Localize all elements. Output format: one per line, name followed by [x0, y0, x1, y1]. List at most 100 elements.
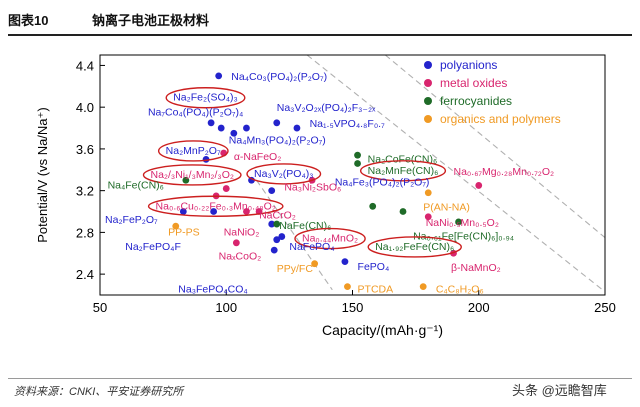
annotation-label: Na₃V₂O₂ₓ(PO₄)₂F₃₋₂ₓ — [277, 102, 376, 114]
annotation-label: Na₂/₃Ni₁/₃Mn₂/₃O₂ — [151, 169, 234, 181]
annotation-label: FePO₄ — [358, 261, 390, 273]
annotation-label: Na₃Ni₂SbO₆ — [284, 181, 341, 193]
highlight-ellipse — [142, 164, 242, 186]
y-tick-label: 3.6 — [76, 142, 94, 157]
x-tick-label: 100 — [215, 300, 237, 315]
annotation-label: Na₇Co₄(PO₄)(P₂O₇)₄ — [148, 106, 243, 118]
guide-line — [384, 54, 606, 239]
annotation-label: Na₃FePO₄CO₄ — [178, 284, 247, 296]
annotation-label: Na₂CoFe(CN)₆ — [368, 153, 438, 165]
data-point — [273, 119, 281, 127]
annotation-label: NaNi₀.₅Mn₀.₅O₂ — [426, 217, 499, 229]
data-point — [341, 258, 349, 266]
legend-label: organics and polymers — [440, 112, 561, 126]
y-tick-label: 4.4 — [76, 58, 94, 73]
annotation-label: Na₄Co₃(PO₄)₂(P₂O₇) — [231, 71, 327, 83]
highlight-ellipse — [157, 140, 229, 162]
annotation-label: Na₀.₆₁Fe[Fe(CN)₆]₀.₉₄ — [413, 231, 514, 243]
x-tick-label: 50 — [93, 300, 107, 315]
figure-title: 钠离子电池正极材料 — [92, 13, 210, 28]
y-tick-label: 4.0 — [76, 100, 94, 115]
annotation-label: Na₁.₅VPO₄.₈F₀.₇ — [310, 118, 386, 130]
header-rule — [8, 34, 632, 36]
annotation-label: NaNiO₂ — [224, 226, 260, 238]
annotation-label: Na₂MnFe(CN)₆ — [368, 165, 439, 177]
data-point — [311, 260, 319, 268]
legend-label: polyanions — [440, 58, 497, 72]
data-point — [424, 189, 432, 197]
y-axis-label: Potential/V (vs Na/Na⁺) — [35, 107, 50, 242]
highlight-ellipse — [147, 195, 284, 217]
data-point — [455, 218, 462, 226]
data-point — [278, 233, 286, 240]
guide-line — [306, 54, 603, 291]
annotation-label: P(AN-NA) — [423, 201, 470, 213]
data-point — [232, 239, 240, 247]
annotation-label: NaCrO₂ — [259, 210, 296, 222]
annotation-label: β-NaMnO₂ — [451, 262, 501, 274]
figure-tag: 图表10 — [8, 13, 49, 28]
x-tick-label: 200 — [468, 300, 490, 315]
annotation-label: Na₃V₂(PO₄)₃ — [254, 168, 314, 180]
annotation-label: Na₀.₆₇Mg₀.₂₈Mn₀.₇₂O₂ — [454, 166, 555, 178]
y-tick-label: 3.2 — [76, 184, 94, 199]
data-point — [207, 119, 215, 127]
annotation-label: PP-PS — [168, 226, 200, 238]
annotation-label: Na₀.₆Cu₀.₂₂Fe₀.₃Mn₀.₄₈O₂ — [156, 200, 276, 212]
data-point — [172, 222, 180, 230]
annotation-label: PTCDA — [358, 284, 394, 296]
annotation-label: NaFe(CN)₆ — [279, 220, 331, 232]
annotation-label: Na₂MnP₂O₇ — [166, 145, 221, 157]
data-point — [419, 283, 427, 291]
scatter-chart: 50 100 150 200 250 2.4 2.8 3.2 3.6 4.0 4.4 Capacity… — [35, 54, 616, 338]
data-point — [344, 283, 351, 291]
data-point — [369, 202, 377, 210]
annotation-label: Na₄Mn₃(PO₄)₂(P₂O₇) — [229, 135, 326, 147]
annotation-label: Na₁.₉₂FeFe(CN)₆ — [375, 241, 454, 253]
x-axis-label: Capacity/(mAh·g⁻¹) — [322, 322, 443, 338]
y-tick-label: 2.4 — [76, 267, 94, 282]
guide-line — [256, 179, 333, 291]
legend-marker — [424, 61, 432, 69]
x-tick-label: 150 — [342, 300, 364, 315]
data-point — [222, 185, 230, 192]
legend-marker — [424, 97, 432, 105]
annotation-label: Na₂Fe₂(SO₄)₃ — [173, 92, 238, 104]
annotation-label: Na₄Fe(CN)₆ — [108, 179, 164, 191]
figure-header: 图表10 钠离子电池正极材料 — [0, 0, 640, 36]
highlight-ellipse — [359, 160, 447, 182]
y-tick-label: 2.8 — [76, 225, 94, 240]
data-point — [293, 124, 301, 132]
data-point — [230, 129, 238, 137]
data-point — [273, 220, 281, 228]
footer-rule — [8, 378, 632, 379]
highlight-ellipse — [367, 236, 462, 258]
data-point — [424, 213, 432, 221]
legend-marker — [424, 79, 432, 87]
data-point — [179, 208, 187, 215]
data-point — [217, 124, 225, 132]
legend-label: metal oxides — [440, 76, 507, 90]
annotation-label: Na₂FePO₄F — [125, 241, 181, 253]
data-point — [268, 187, 276, 195]
data-point — [215, 72, 223, 80]
annotation-label: NaₓCoO₂ — [219, 250, 262, 262]
data-point — [354, 151, 361, 159]
highlight-ellipse — [165, 87, 246, 109]
annotation-label: Na₂FeP₂O₇ — [105, 214, 158, 226]
data-point — [243, 124, 250, 132]
annotation-label: C₄C₈H₂O₆ — [436, 284, 484, 296]
data-point — [210, 208, 218, 215]
data-point — [273, 236, 281, 244]
annotation-label: NaFePO₄ — [289, 241, 334, 253]
data-point — [399, 208, 407, 215]
legend-marker — [424, 115, 432, 123]
annotation-label: PPy/FC — [277, 263, 314, 275]
highlight-ellipse — [294, 227, 366, 250]
annotation-label: α-NaFeO₂ — [234, 151, 282, 163]
data-point — [243, 208, 250, 215]
data-point — [182, 176, 190, 184]
data-point — [270, 246, 278, 254]
data-point — [354, 160, 361, 167]
highlight-ellipse — [246, 163, 322, 185]
